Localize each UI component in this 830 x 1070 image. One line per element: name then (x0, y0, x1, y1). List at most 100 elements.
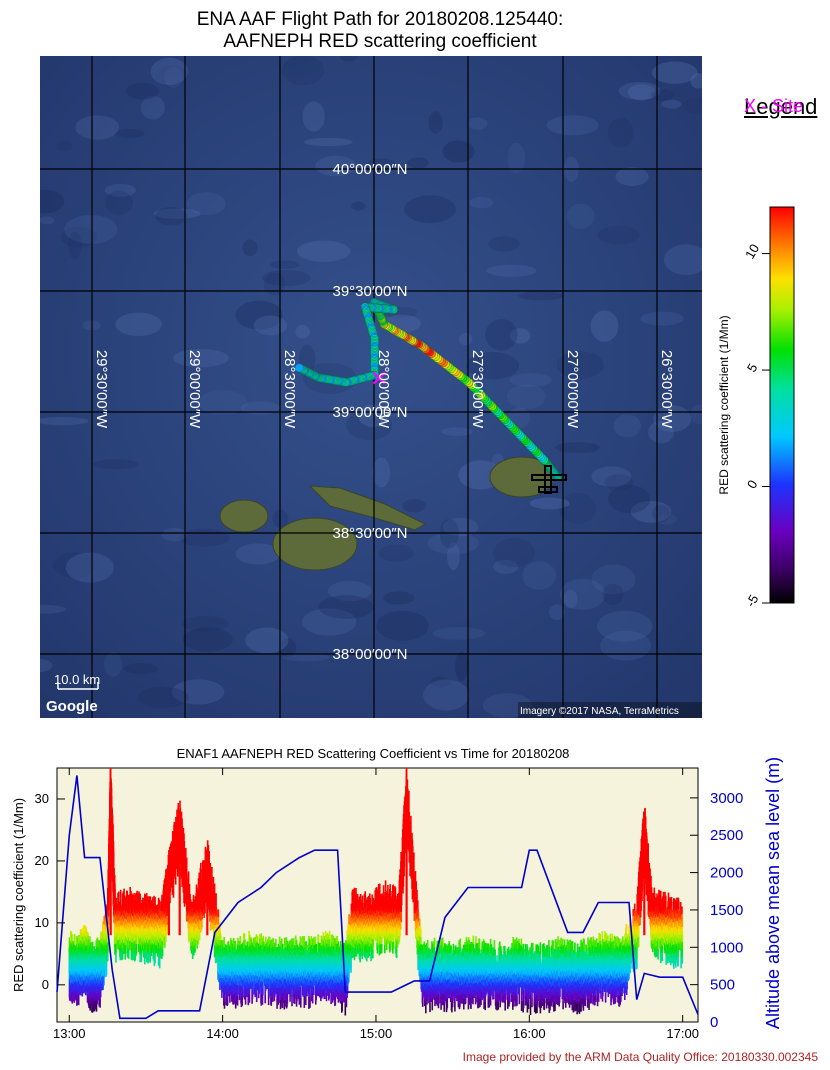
aircraft-icon (531, 465, 567, 494)
seafloor-feature (509, 373, 552, 387)
time-series-chart: ENAF1 AAFNEPH RED Scattering Coefficient… (11, 746, 783, 1041)
colorbar: 10 5 0 -5 RED scattering coefficient (1/Mm) (717, 206, 795, 610)
island-sao-jorge (308, 485, 427, 531)
seafloor-feature (40, 216, 55, 225)
seafloor-feature (178, 528, 230, 547)
seafloor-feature (339, 56, 358, 62)
seafloor-feature (279, 638, 297, 658)
seafloor-feature (447, 542, 460, 571)
seafloor-feature (432, 627, 485, 640)
colorbar-tick-label: -5 (743, 592, 762, 610)
seafloor-feature (560, 578, 606, 610)
seafloor-feature (430, 676, 451, 688)
seafloor-feature (615, 167, 649, 186)
seafloor-feature (482, 693, 533, 718)
flight-map: ✕ 40°00′00″N 39°30′00″N 39°00′00″N 38°30′00… (40, 56, 702, 718)
latitude-labels: 40°00′00″N 39°30′00″N 39°00′00″N 38°30′00″N… (332, 161, 407, 663)
seafloor-feature (53, 552, 97, 578)
seafloor-feature (556, 351, 604, 379)
seafloor-feature (40, 604, 67, 614)
seafloor-feature (428, 111, 443, 134)
seafloor-feature (602, 583, 624, 606)
seafloor-feature (690, 404, 702, 424)
scale-bar: 10.0 km (54, 672, 100, 690)
seafloor-feature (270, 260, 300, 269)
seafloor-feature (281, 56, 325, 86)
seafloor-feature (518, 291, 564, 301)
colorbar-ticks: 10 5 0 -5 (742, 241, 770, 610)
seafloor-feature (608, 117, 634, 148)
site-marker-glyph: ✕ (370, 366, 388, 391)
seafloor-feature (182, 627, 233, 652)
seafloor-feature (304, 137, 353, 147)
seafloor-feature (486, 264, 537, 277)
seafloor-feature (64, 215, 118, 244)
seafloor-feature (245, 627, 289, 654)
seafloor-feature (242, 239, 258, 257)
colorbar-tick-label: 0 (744, 477, 761, 491)
seafloor-feature (154, 65, 188, 87)
longitude-label: 29°00′00″W (186, 350, 203, 429)
seafloor-feature (522, 561, 556, 590)
seafloor-feature (264, 272, 285, 296)
seafloor-feature (651, 89, 674, 102)
ocean-background (40, 56, 702, 718)
seafloor-feature (485, 319, 518, 351)
seafloor-feature (346, 409, 393, 441)
seafloor-feature (235, 300, 283, 330)
chart-title-line1: ENA AAF Flight Path for 20180208.125440: (196, 9, 564, 30)
seafloor-feature (423, 679, 470, 711)
seafloor-feature (600, 630, 652, 661)
seafloor-feature (302, 608, 357, 636)
seafloor-feature (126, 82, 159, 100)
seafloor-feature (198, 390, 248, 415)
seafloor-feature (608, 485, 651, 514)
seafloor-feature (663, 244, 702, 275)
map-grid (40, 56, 702, 718)
seafloor-feature (529, 497, 570, 510)
colorbar-tick-label: 5 (744, 361, 761, 375)
seafloor-feature (493, 559, 519, 574)
seafloor-feature (630, 500, 672, 523)
seafloor-texture (40, 56, 702, 718)
seafloor-feature (186, 192, 226, 216)
seafloor-feature (315, 155, 357, 177)
google-logo: Google (46, 698, 98, 715)
longitude-label: 27°30′00″W (469, 350, 486, 429)
seafloor-feature (383, 591, 415, 605)
chart-title-line2: AAFNEPH RED scattering coefficient (223, 31, 537, 52)
seafloor-feature (627, 84, 656, 101)
seafloor-feature (618, 82, 661, 100)
seafloor-feature (282, 653, 330, 662)
scattering-series (68, 768, 684, 1016)
seafloor-feature (235, 543, 281, 565)
seafloor-feature (690, 73, 702, 89)
latitude-label: 39°30′00″N (332, 283, 407, 300)
seafloor-feature (105, 190, 133, 215)
seafloor-feature (613, 414, 641, 438)
latitude-label: 39°00′00″N (332, 404, 407, 421)
longitude-label: 28°00′00″W (375, 350, 392, 429)
seafloor-feature (68, 231, 82, 260)
seafloor-feature (661, 99, 682, 109)
seafloor-feature (591, 564, 636, 595)
seafloor-feature (402, 499, 427, 513)
seafloor-feature (153, 208, 201, 219)
longitude-label: 28°30′00″W (281, 350, 298, 429)
flight-path-point (294, 363, 304, 373)
scale-label: 10.0 km (54, 672, 100, 687)
seafloor-feature (682, 98, 702, 114)
seafloor-feature (351, 201, 366, 211)
seafloor-feature (442, 140, 475, 163)
site-marker: ✕ (370, 366, 388, 391)
seafloor-feature (441, 427, 473, 437)
seafloor-feature (651, 505, 671, 523)
seafloor-feature (407, 157, 429, 169)
seafloor-feature (506, 384, 546, 410)
longitude-label: 29°30′00″W (93, 350, 110, 429)
seafloor-feature (173, 349, 229, 368)
seafloor-feature (652, 61, 698, 84)
latitude-label: 40°00′00″N (332, 161, 407, 178)
latitude-label: 38°00′00″N (332, 646, 407, 663)
longitude-label: 26°30′00″W (658, 350, 675, 429)
